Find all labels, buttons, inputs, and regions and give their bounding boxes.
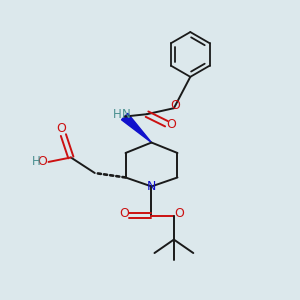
Text: H: H — [113, 108, 122, 121]
Text: O: O — [175, 207, 184, 220]
Text: O: O — [166, 118, 176, 131]
Text: O: O — [38, 154, 47, 167]
Text: H: H — [32, 154, 40, 167]
Text: N: N — [147, 180, 156, 193]
Text: N: N — [122, 108, 130, 121]
Text: O: O — [56, 122, 66, 135]
Text: O: O — [119, 207, 129, 220]
Polygon shape — [122, 113, 152, 142]
Text: O: O — [170, 99, 180, 112]
